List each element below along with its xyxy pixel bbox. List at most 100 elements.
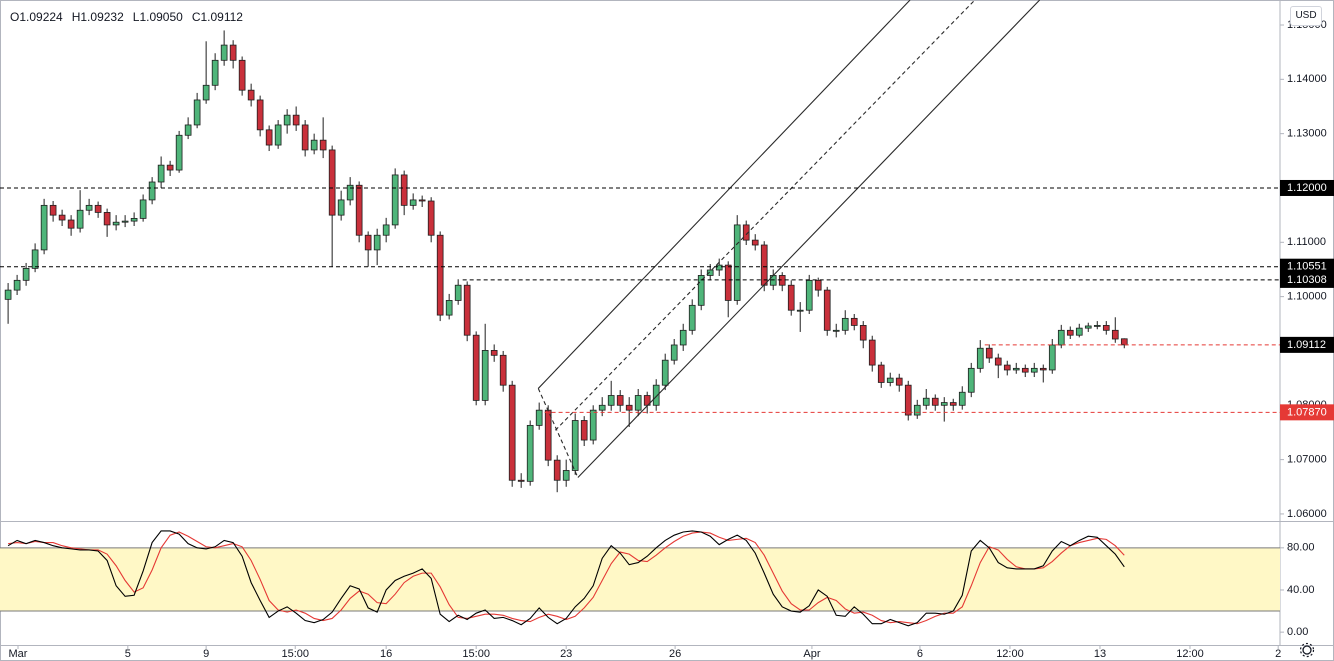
x-tick-label: Apr	[803, 648, 820, 660]
candle-body	[427, 200, 435, 236]
x-tick-label: 26	[669, 648, 681, 660]
level-label: 1.10551	[1287, 261, 1327, 273]
candle-body	[661, 359, 669, 386]
candle-body	[1003, 364, 1011, 371]
candle-body	[877, 364, 885, 383]
candle-body	[373, 234, 381, 251]
candle-body	[139, 199, 147, 219]
candle-body	[625, 404, 633, 411]
candle-body	[1057, 329, 1065, 346]
candle-body	[1120, 338, 1128, 346]
candle-body	[49, 204, 57, 216]
channel-line	[537, 388, 579, 478]
candle-body	[328, 149, 336, 216]
candle-body	[445, 300, 453, 316]
candle-body	[265, 129, 273, 146]
candle-body	[310, 139, 318, 151]
candle-body	[526, 424, 534, 482]
candle-body	[67, 219, 75, 229]
candle-body	[202, 84, 210, 101]
candle-body	[949, 402, 957, 406]
y-tick-label: 1.11000	[1287, 236, 1326, 248]
candle-body	[211, 59, 219, 86]
level-label-bg	[1280, 179, 1334, 196]
gear-teeth[interactable]	[1299, 642, 1315, 658]
candle-body	[670, 344, 678, 361]
low-text: L1.09050	[132, 10, 183, 24]
candle-body	[517, 479, 525, 482]
candle-body	[607, 395, 615, 406]
axes: 1.060001.070001.080001.100001.110001.130…	[9, 19, 1334, 660]
settings-icon[interactable]	[1299, 642, 1315, 658]
candle-body	[31, 249, 39, 269]
candle-body	[679, 329, 687, 346]
candle-body	[238, 59, 246, 91]
candle-body	[148, 181, 156, 201]
candle-body	[112, 221, 120, 226]
candle-body	[229, 44, 237, 61]
high-text: H1.09232	[71, 10, 124, 24]
candle-body	[760, 244, 768, 286]
open-text: O1.09224	[10, 10, 63, 24]
candle-body	[103, 212, 111, 226]
gear-ring[interactable]	[1302, 645, 1312, 655]
candle-body	[301, 124, 309, 151]
y-tick-label: 1.10000	[1287, 291, 1327, 303]
candle-body	[940, 402, 948, 406]
candle-body	[796, 309, 804, 312]
level-label: 1.10308	[1287, 274, 1327, 286]
candle-body	[688, 304, 696, 331]
candle-body	[418, 199, 426, 202]
candle-body	[1093, 325, 1101, 327]
candle-body	[1102, 325, 1110, 331]
currency-button[interactable]: USD	[1290, 6, 1322, 26]
candle-body	[931, 397, 939, 406]
candle-body	[1048, 344, 1056, 371]
y-tick-label: 1.06000	[1287, 508, 1327, 520]
candle-body	[40, 204, 48, 251]
x-tick-label: 15:00	[281, 648, 309, 660]
level-label-bg	[1280, 336, 1334, 353]
candle-body	[22, 267, 30, 281]
candle-body	[1039, 367, 1047, 371]
x-tick-label: 6	[917, 648, 923, 660]
oscillator-pane	[0, 530, 1280, 627]
candle-body	[76, 209, 84, 229]
level-label-bg	[1280, 404, 1334, 421]
x-tick-label: 23	[560, 648, 572, 660]
candle-body	[274, 124, 282, 146]
close-text: C1.09112	[191, 10, 243, 24]
channel-line	[577, 0, 1041, 478]
candle-body	[166, 164, 174, 171]
candle-body	[868, 339, 876, 366]
level-label: 1.07870	[1287, 406, 1327, 418]
candle-body	[85, 204, 93, 211]
candle-body	[463, 284, 471, 336]
candle-body	[598, 404, 606, 411]
x-tick-label: 9	[203, 648, 209, 660]
candle-body	[616, 395, 624, 406]
candle-body	[652, 384, 660, 406]
candle-body	[967, 367, 975, 393]
candle-body	[382, 224, 390, 236]
candle-body	[508, 384, 516, 481]
candle-body	[922, 397, 930, 406]
price-pane	[0, 0, 1280, 493]
candle-body	[184, 124, 192, 136]
candle-body	[499, 354, 507, 386]
candle-body	[715, 264, 723, 271]
y-tick-label: 1.13000	[1287, 128, 1327, 140]
candle-body	[697, 275, 705, 306]
candle-body	[346, 184, 354, 201]
candle-body	[985, 347, 993, 359]
level-label-bg	[1280, 258, 1334, 275]
candle-body	[436, 234, 444, 316]
candle-body	[886, 377, 894, 383]
candle-body	[904, 384, 912, 416]
candle-body	[400, 174, 408, 206]
y-tick-label: 80.00	[1287, 542, 1315, 554]
x-tick-label: 2	[1275, 648, 1281, 660]
candle-body	[1012, 367, 1020, 371]
x-tick-label: Mar	[9, 648, 28, 660]
